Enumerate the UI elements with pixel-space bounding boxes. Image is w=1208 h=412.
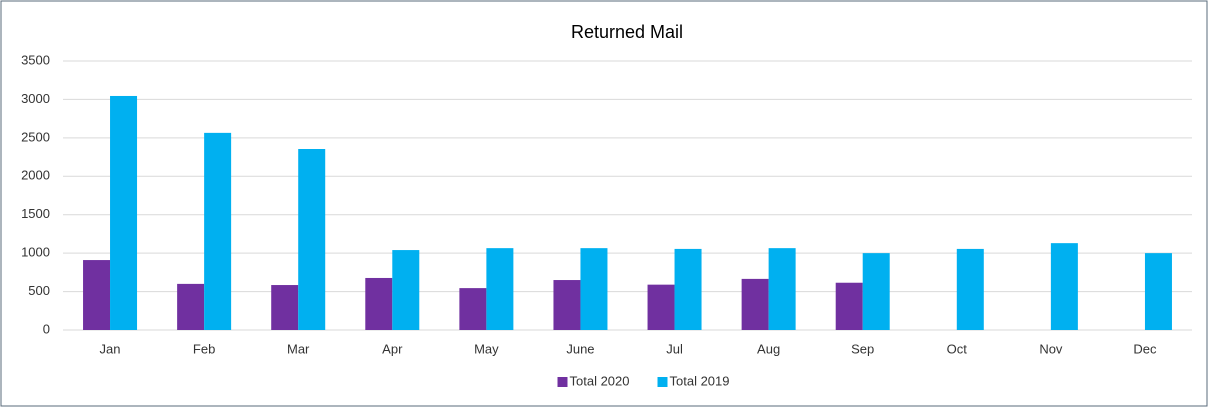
bar	[741, 278, 769, 330]
bar	[177, 283, 205, 330]
bar	[459, 288, 487, 330]
x-tick-label: Sep	[851, 341, 874, 356]
y-tick-label: 3500	[21, 52, 50, 67]
bar	[580, 248, 608, 330]
y-tick-label: 2000	[21, 168, 50, 183]
bar	[835, 282, 863, 330]
bar	[674, 248, 702, 330]
bar	[83, 260, 111, 330]
x-tick-label: Mar	[287, 341, 310, 356]
x-tick-label: Feb	[193, 341, 215, 356]
legend-label: Total 2020	[570, 373, 630, 388]
chart-title: Returned Mail	[571, 22, 683, 42]
bar	[110, 95, 138, 330]
x-tick-label: Apr	[382, 341, 403, 356]
bar	[862, 253, 890, 330]
x-tick-label: June	[566, 341, 594, 356]
bar	[553, 280, 581, 330]
y-tick-label: 2500	[21, 129, 50, 144]
x-tick-label: Dec	[1133, 341, 1157, 356]
y-tick-label: 1500	[21, 206, 50, 221]
legend-label: Total 2019	[670, 373, 730, 388]
x-tick-label: Jan	[100, 341, 121, 356]
x-tick-label: Oct	[947, 341, 968, 356]
bar	[1144, 253, 1172, 330]
legend-swatch	[557, 377, 568, 387]
legend-swatch	[657, 377, 668, 387]
y-tick-label: 1000	[21, 245, 50, 260]
x-tick-label: Aug	[757, 341, 780, 356]
bar	[486, 248, 514, 330]
x-tick-label: Jul	[666, 341, 683, 356]
bar	[271, 285, 299, 330]
y-tick-label: 3000	[21, 91, 50, 106]
bar	[1050, 243, 1078, 330]
bar	[204, 132, 232, 330]
bar	[768, 248, 796, 330]
x-tick-label: Nov	[1039, 341, 1063, 356]
bar	[392, 250, 420, 330]
bar	[647, 284, 675, 330]
bar	[956, 248, 984, 330]
bar	[365, 277, 393, 330]
bar	[298, 149, 326, 330]
y-tick-label: 0	[43, 321, 50, 336]
y-tick-label: 500	[28, 283, 50, 298]
x-tick-label: May	[474, 341, 499, 356]
